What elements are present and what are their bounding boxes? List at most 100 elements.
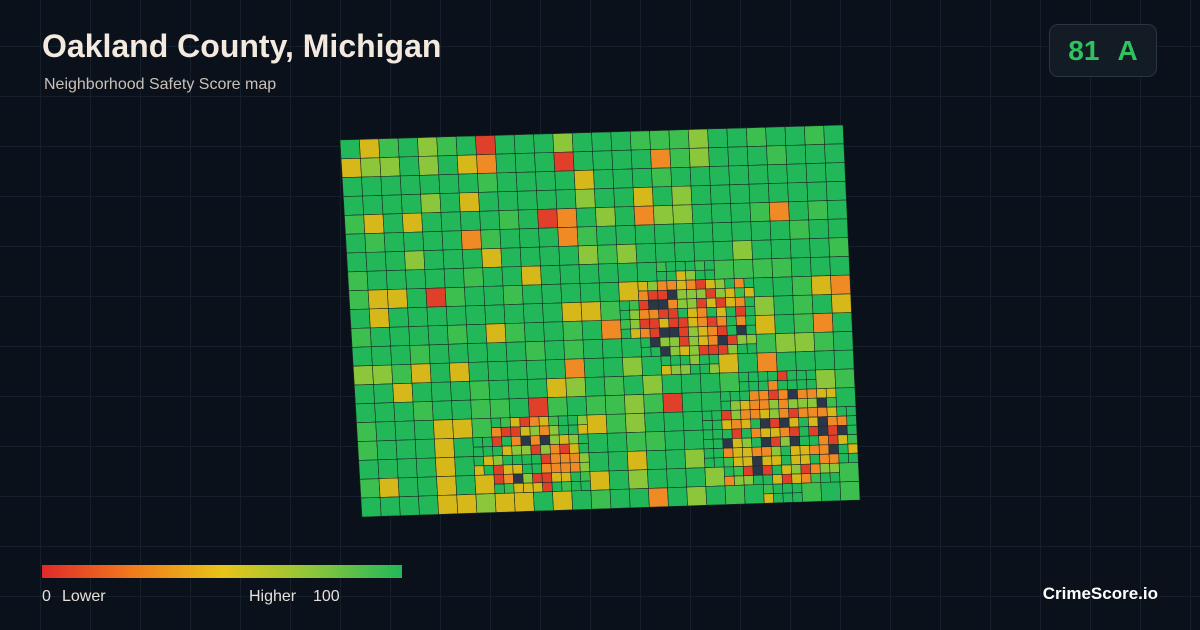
map-tract bbox=[709, 184, 731, 205]
map-tract bbox=[455, 135, 477, 156]
map-tract bbox=[499, 228, 521, 249]
map-tract bbox=[442, 249, 464, 270]
map-tract bbox=[366, 270, 388, 291]
map-tract bbox=[611, 149, 633, 170]
map-tract bbox=[478, 191, 500, 212]
map-tract bbox=[713, 447, 724, 459]
map-tract bbox=[797, 398, 809, 409]
map-tract bbox=[666, 289, 678, 300]
map-tract bbox=[715, 287, 726, 299]
map-tract bbox=[528, 416, 540, 427]
map-tract bbox=[463, 267, 485, 288]
map-tract bbox=[594, 187, 616, 209]
map-tract bbox=[471, 417, 493, 439]
map-tract bbox=[483, 285, 505, 306]
map-tract bbox=[792, 294, 814, 315]
map-tract bbox=[729, 390, 741, 402]
map-tract bbox=[527, 397, 549, 418]
map-tract bbox=[638, 309, 650, 320]
map-tract bbox=[808, 425, 819, 437]
map-tract bbox=[761, 455, 773, 467]
map-tract bbox=[772, 276, 794, 297]
map-tract bbox=[773, 295, 795, 316]
map-tract bbox=[565, 377, 587, 398]
map-tract bbox=[513, 133, 535, 154]
map-tract bbox=[668, 327, 680, 338]
map-tract bbox=[773, 492, 784, 504]
map-tract bbox=[488, 379, 510, 400]
map-tract bbox=[647, 290, 659, 301]
map-tract bbox=[726, 127, 748, 148]
map-tract bbox=[734, 287, 746, 298]
map-tract bbox=[520, 265, 542, 286]
map-tract bbox=[789, 445, 801, 456]
map-tract bbox=[826, 406, 838, 417]
map-tract bbox=[712, 438, 724, 449]
map-tract bbox=[615, 224, 637, 246]
map-tract bbox=[698, 335, 709, 346]
map-tract bbox=[704, 466, 726, 487]
map-tract bbox=[761, 446, 772, 457]
map-tract bbox=[560, 283, 582, 304]
map-tract bbox=[799, 454, 811, 465]
map-tract bbox=[717, 344, 729, 355]
map-tract bbox=[577, 244, 599, 266]
map-tract bbox=[470, 399, 492, 420]
map-tract bbox=[494, 492, 516, 513]
map-tract bbox=[791, 275, 813, 296]
map-tract bbox=[524, 340, 546, 361]
map-tract bbox=[690, 185, 712, 206]
map-tract bbox=[837, 443, 849, 455]
map-tract bbox=[665, 449, 687, 470]
map-tract bbox=[376, 439, 398, 461]
map-tract bbox=[786, 379, 798, 391]
map-tract bbox=[520, 444, 532, 456]
map-tract bbox=[436, 475, 458, 496]
map-tract bbox=[720, 400, 732, 412]
map-tract bbox=[829, 255, 851, 276]
map-tract bbox=[670, 166, 692, 187]
map-tract bbox=[757, 371, 769, 382]
map-tract bbox=[839, 480, 861, 502]
map-tract bbox=[657, 289, 669, 301]
map-tract bbox=[769, 220, 791, 241]
map-tract bbox=[618, 281, 640, 302]
map-tract bbox=[730, 202, 752, 223]
map-tract bbox=[353, 384, 375, 405]
map-tract bbox=[580, 301, 602, 322]
map-tract bbox=[610, 130, 632, 152]
map-tract bbox=[487, 360, 509, 382]
map-tract bbox=[733, 466, 745, 477]
map-tract bbox=[737, 343, 748, 355]
map-tract bbox=[566, 395, 588, 417]
map-tract bbox=[585, 395, 607, 416]
map-tract bbox=[522, 482, 534, 493]
map-tract bbox=[480, 229, 502, 250]
map-tract bbox=[637, 290, 649, 301]
map-tract bbox=[599, 300, 621, 321]
map-tract bbox=[775, 332, 796, 353]
map-tract bbox=[531, 463, 543, 474]
map-tract bbox=[785, 144, 807, 165]
map-tract bbox=[711, 419, 723, 431]
map-tract bbox=[847, 434, 858, 445]
map-tract bbox=[398, 495, 420, 517]
map-tract bbox=[395, 439, 417, 460]
map-tract bbox=[847, 443, 859, 454]
map-tract bbox=[767, 370, 778, 382]
map-tract bbox=[506, 360, 528, 381]
map-tract bbox=[733, 277, 745, 289]
map-tract bbox=[799, 445, 811, 456]
map-tract bbox=[617, 262, 639, 283]
map-tract bbox=[530, 444, 542, 456]
map-tract bbox=[668, 129, 690, 150]
map-tract bbox=[671, 185, 693, 206]
map-tract bbox=[745, 315, 757, 326]
map-tract bbox=[384, 250, 406, 272]
map-tract bbox=[676, 289, 688, 300]
map-tract bbox=[623, 375, 644, 396]
map-tract bbox=[724, 484, 746, 505]
map-tract bbox=[813, 331, 835, 352]
map-tract bbox=[750, 427, 762, 439]
map-tract bbox=[546, 377, 568, 398]
